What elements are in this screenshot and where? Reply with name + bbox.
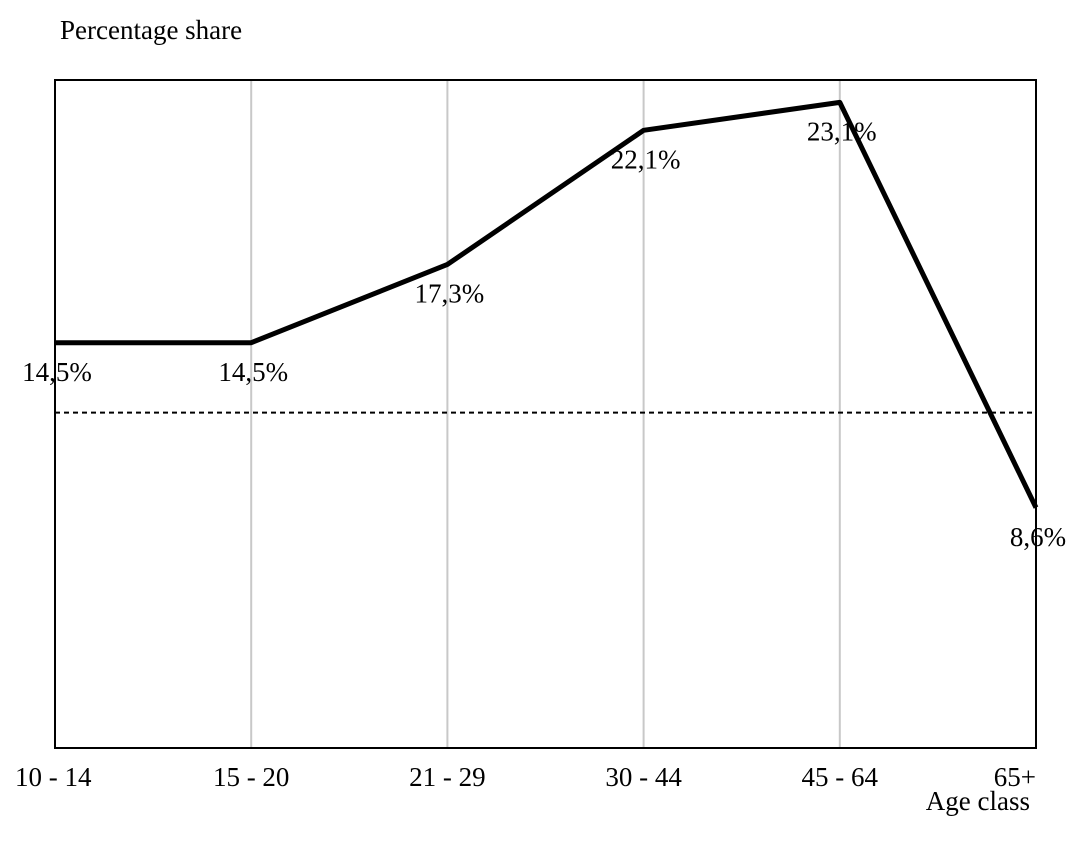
data-label: 17,3%	[415, 279, 485, 309]
x-tick-label: 15 - 20	[213, 762, 290, 792]
x-tick-label: 45 - 64	[802, 762, 879, 792]
x-tick-label: 21 - 29	[409, 762, 486, 792]
plot-frame	[54, 79, 1037, 749]
y-axis-label: Percentage share	[60, 15, 242, 45]
data-label: 23,1%	[807, 117, 877, 147]
data-label: 22,1%	[611, 145, 681, 175]
data-label: 8,6%	[1010, 522, 1066, 552]
data-label: 14,5%	[22, 357, 92, 387]
data-label: 14,5%	[218, 357, 288, 387]
x-axis-label: Age class	[926, 786, 1030, 816]
x-tick-label: 65+	[994, 762, 1036, 792]
x-tick-label: 10 - 14	[15, 762, 92, 792]
x-tick-label: 30 - 44	[605, 762, 682, 792]
data-line	[55, 99, 1039, 509]
